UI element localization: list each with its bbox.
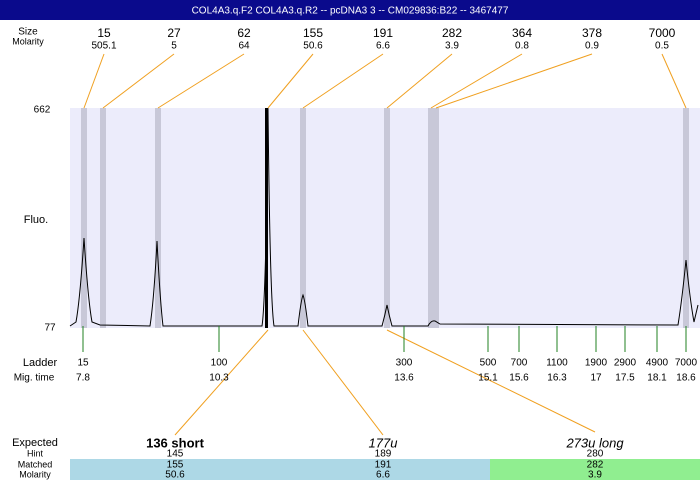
peak-size: 15 [97,26,111,40]
ladder-label: Ladder [23,357,58,369]
ladder-time: 18.1 [647,373,667,384]
link [302,329,384,436]
link [174,329,269,436]
ladder-size: 2900 [614,358,637,369]
ladder-size: 4900 [646,358,669,369]
peak-molarity: 6.6 [376,41,390,52]
hint: 145 [167,449,184,460]
ladder-time: 17 [590,373,602,384]
axis-top: 662 [34,105,51,116]
mig-label: Mig. time [14,373,55,384]
peak-size: 62 [237,26,251,40]
peak-molarity: 0.5 [655,41,669,52]
peak-link [435,53,593,109]
peak-band [300,108,306,328]
peak-molarity: 0.9 [585,41,599,52]
matched-bg [490,459,700,480]
molarity: 6.6 [376,470,390,480]
peak-link [302,53,384,109]
molarity: 3.9 [588,470,602,480]
hint: 189 [375,449,392,460]
hint-label: Hint [27,448,44,458]
peak-size: 364 [512,26,532,40]
ladder-time: 15.6 [509,373,529,384]
peak-size: 155 [303,26,323,40]
peak-link [83,53,105,109]
peak-size: 7000 [649,26,676,40]
peak-band [155,108,161,328]
axis-bottom: 77 [44,323,56,334]
peak-molarity: 5 [171,41,177,52]
expected-label: Expected [12,437,58,449]
peak-size: 378 [582,26,602,40]
link [386,329,596,433]
ladder-size: 300 [396,358,413,369]
peak-size: 191 [373,26,393,40]
molarity: 50.6 [165,470,185,480]
peak-molarity: 505.1 [91,41,116,52]
peak-band [100,108,106,328]
peak-link [661,53,687,109]
peak-link [157,53,245,109]
peak-link [102,53,175,109]
ladder-size: 7000 [675,358,698,369]
peak-band [683,108,689,328]
title: COL4A3.q.F2 COL4A3.q.R2 -- pcDNA3 3 -- C… [192,6,509,17]
matched-label: Matched [18,459,53,469]
ladder-time: 17.5 [615,373,635,384]
ladder-size: 100 [211,358,228,369]
ladder-size: 1100 [546,358,568,369]
ladder-size: 500 [480,358,497,369]
matched: 155 [167,460,184,471]
peak-molarity: 50.6 [303,41,323,52]
matched: 282 [587,460,604,471]
ladder-time: 18.6 [676,373,696,384]
peak-molarity: 3.9 [445,41,459,52]
ladder-time: 7.8 [76,373,90,384]
matched-bg [70,459,490,480]
peak-link [386,53,453,109]
ladder-time: 10.3 [209,373,229,384]
peak-link [267,53,314,109]
peak-size: 27 [167,26,181,40]
peak-molarity: 64 [238,41,250,52]
molarity-label: Molarity [12,36,44,46]
ladder-time: 16.3 [547,373,567,384]
molarity-row-label: Molarity [19,469,51,479]
peak-link [430,53,523,109]
peak-band [428,108,434,328]
size-label: Size [18,27,38,38]
peak-molarity: 0.8 [515,41,529,52]
title-bar [0,0,700,20]
expected: 273u long [565,435,624,450]
ladder-size: 15 [77,358,89,369]
peak-band [384,108,390,328]
axis-label: Fluo. [24,214,48,226]
trace [69,107,699,327]
ladder-time: 13.6 [394,373,414,384]
ladder-time: 15.1 [478,373,498,384]
expected: 136 short [146,435,204,450]
expected: 177u [369,435,398,450]
matched: 191 [375,460,392,471]
peak-band [433,108,439,328]
ladder-size: 700 [511,358,528,369]
ladder-size: 1900 [585,358,608,369]
peak-size: 282 [442,26,462,40]
peak-band [81,108,87,328]
hint: 280 [587,449,604,460]
